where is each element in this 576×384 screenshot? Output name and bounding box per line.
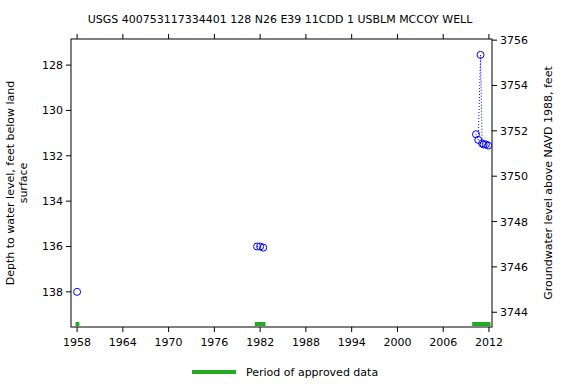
- y2-tick-label: 3752: [500, 125, 528, 138]
- y-tick: [66, 155, 71, 156]
- x-tick-label: 1964: [109, 336, 137, 349]
- x-tick-top: [305, 34, 306, 39]
- y2-tick: [492, 130, 497, 131]
- x-tick-top: [260, 34, 261, 39]
- approved-period: [472, 322, 490, 326]
- x-tick-label: 1958: [63, 336, 91, 349]
- y-tick: [66, 65, 71, 66]
- y-tick: [66, 246, 71, 247]
- x-tick: [214, 327, 215, 332]
- y-tick: [66, 291, 71, 292]
- x-tick-label: 2012: [475, 336, 503, 349]
- y2-tick: [492, 176, 497, 177]
- x-tick: [397, 327, 398, 332]
- x-tick-top: [77, 34, 78, 39]
- x-tick-label: 1988: [292, 336, 320, 349]
- x-tick-label: 1982: [246, 336, 274, 349]
- x-tick-label: 1970: [155, 336, 183, 349]
- x-tick-label: 1976: [200, 336, 228, 349]
- y-tick-label: 132: [42, 150, 63, 163]
- legend-label: Period of approved data: [246, 366, 378, 379]
- x-tick-label: 2006: [429, 336, 457, 349]
- x-tick-top: [122, 34, 123, 39]
- x-tick: [168, 327, 169, 332]
- x-tick-label: 1994: [338, 336, 366, 349]
- x-tick: [488, 327, 489, 332]
- y2-tick: [492, 85, 497, 86]
- data-group: [74, 51, 492, 326]
- x-tick: [443, 327, 444, 332]
- x-tick: [305, 327, 306, 332]
- title: USGS 400753117334401 128 N26 E39 11CDD 1…: [88, 13, 474, 26]
- y-tick: [66, 201, 71, 202]
- approved-period: [76, 322, 80, 326]
- y2-tick-label: 3748: [500, 216, 528, 229]
- y2-tick: [492, 266, 497, 267]
- x-tick-top: [351, 34, 352, 39]
- y2-tick-label: 3750: [500, 170, 528, 183]
- x-tick-top: [443, 34, 444, 39]
- y-axis-label: Depth to water level, feet below land: [4, 81, 17, 286]
- y-tick-label: 136: [42, 240, 63, 253]
- y2-tick-label: 3756: [500, 34, 528, 47]
- x-tick: [77, 327, 78, 332]
- point: [477, 51, 484, 58]
- y2-tick-label: 3744: [500, 306, 528, 319]
- y-tick-label: 138: [42, 286, 63, 299]
- x-tick-label: 2000: [383, 336, 411, 349]
- y2-tick: [492, 221, 497, 222]
- x-tick-top: [214, 34, 215, 39]
- approved-period: [255, 322, 266, 326]
- y-axis-label: surface: [17, 162, 30, 203]
- y-tick-label: 130: [42, 104, 63, 117]
- y-tick-label: 134: [42, 195, 63, 208]
- point: [485, 142, 492, 149]
- y2-axis-label: Groundwater level above NAVD 1988, feet: [542, 66, 555, 300]
- x-tick: [260, 327, 261, 332]
- y2-tick: [492, 312, 497, 313]
- x-tick: [351, 327, 352, 332]
- legend-swatch: [192, 370, 236, 374]
- x-tick: [122, 327, 123, 332]
- x-tick-top: [397, 34, 398, 39]
- point: [74, 288, 81, 295]
- series-line: [476, 55, 488, 146]
- y2-tick-label: 3746: [500, 261, 528, 274]
- y-tick: [66, 110, 71, 111]
- x-tick-top: [168, 34, 169, 39]
- y2-tick-label: 3754: [500, 79, 528, 92]
- point: [260, 244, 267, 251]
- x-tick-top: [488, 34, 489, 39]
- y-tick-label: 128: [42, 59, 63, 72]
- y2-tick: [492, 40, 497, 41]
- plot-frame: [71, 39, 492, 327]
